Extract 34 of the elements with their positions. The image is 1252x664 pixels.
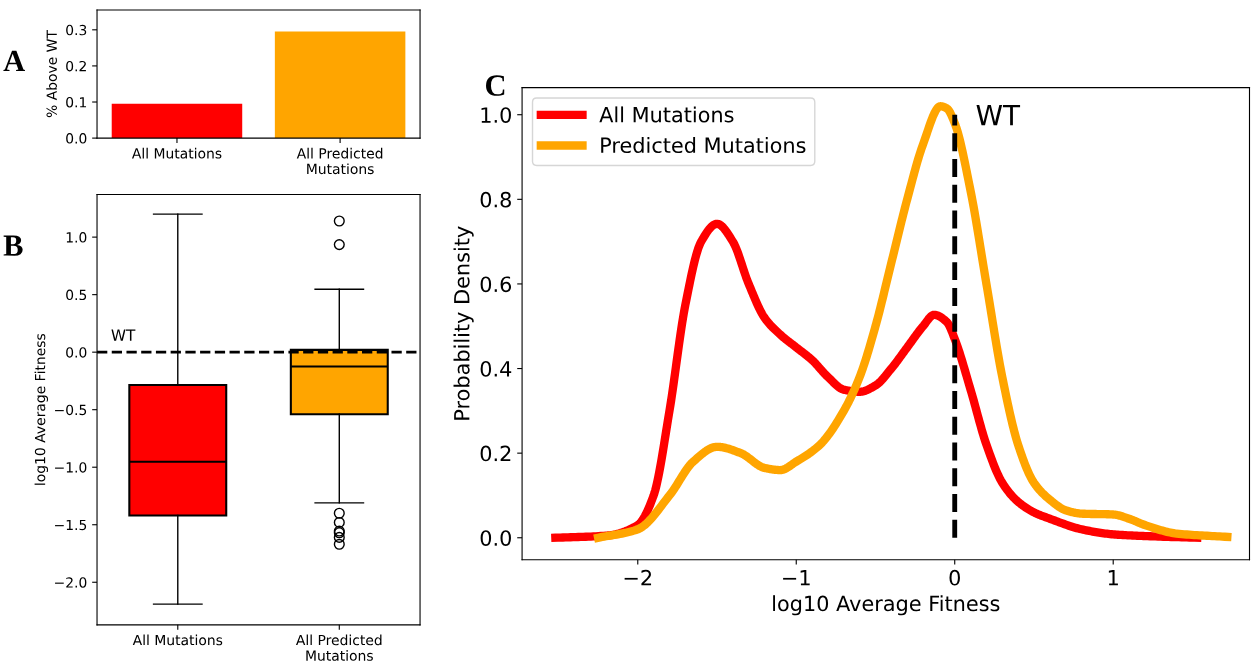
x-axis-title: log10 Average Fitness — [773, 595, 1000, 616]
y-tick-label: −1.0 — [55, 462, 87, 473]
y-tick-label: 0.0 — [66, 133, 87, 144]
text: A — [3, 50, 25, 71]
x-tick-label: All Predicted Mutations — [295, 634, 382, 661]
y-tick-label: 0.5 — [66, 289, 87, 301]
y-tick-label: −1.5 — [55, 519, 87, 531]
y-tick-label: 0.4 — [480, 360, 512, 377]
y-tick-label: 0.6 — [480, 276, 512, 293]
y-tick-label: −2.0 — [55, 577, 87, 588]
y-tick-label: 1.0 — [66, 232, 87, 243]
legend-label: All Mutations — [599, 106, 734, 123]
x-tick-label: All Predicted Mutations — [296, 147, 383, 175]
y-tick-label: 0.1 — [66, 96, 87, 108]
x-tick-label: −2 — [624, 569, 652, 586]
y-axis-title: Probability Density — [453, 226, 474, 420]
y-tick-label: 0.8 — [480, 191, 511, 208]
ref-line-label: WT — [976, 104, 1021, 126]
y-tick-label: −0.5 — [55, 404, 87, 416]
y-tick-label: 0.3 — [66, 24, 87, 36]
legend-label: Predicted Mutations — [601, 136, 806, 154]
y-axis-title: % Above WT — [46, 30, 57, 118]
x-tick-label: 1 — [1108, 570, 1118, 586]
chart-title: C — [486, 75, 505, 96]
y-tick-label: 0.0 — [480, 530, 511, 546]
y-tick-label: 1.0 — [481, 107, 511, 123]
y-tick-label: 0.2 — [66, 60, 86, 72]
ref-line-label: WT — [111, 329, 136, 341]
y-axis-title: log10 Average Fitness — [34, 333, 49, 485]
x-tick-label: 0 — [949, 569, 960, 586]
y-tick-label: 0.0 — [66, 347, 87, 358]
text: B — [3, 235, 23, 256]
y-tick-label: 0.2 — [480, 445, 511, 462]
x-tick-label: −1 — [783, 570, 810, 586]
